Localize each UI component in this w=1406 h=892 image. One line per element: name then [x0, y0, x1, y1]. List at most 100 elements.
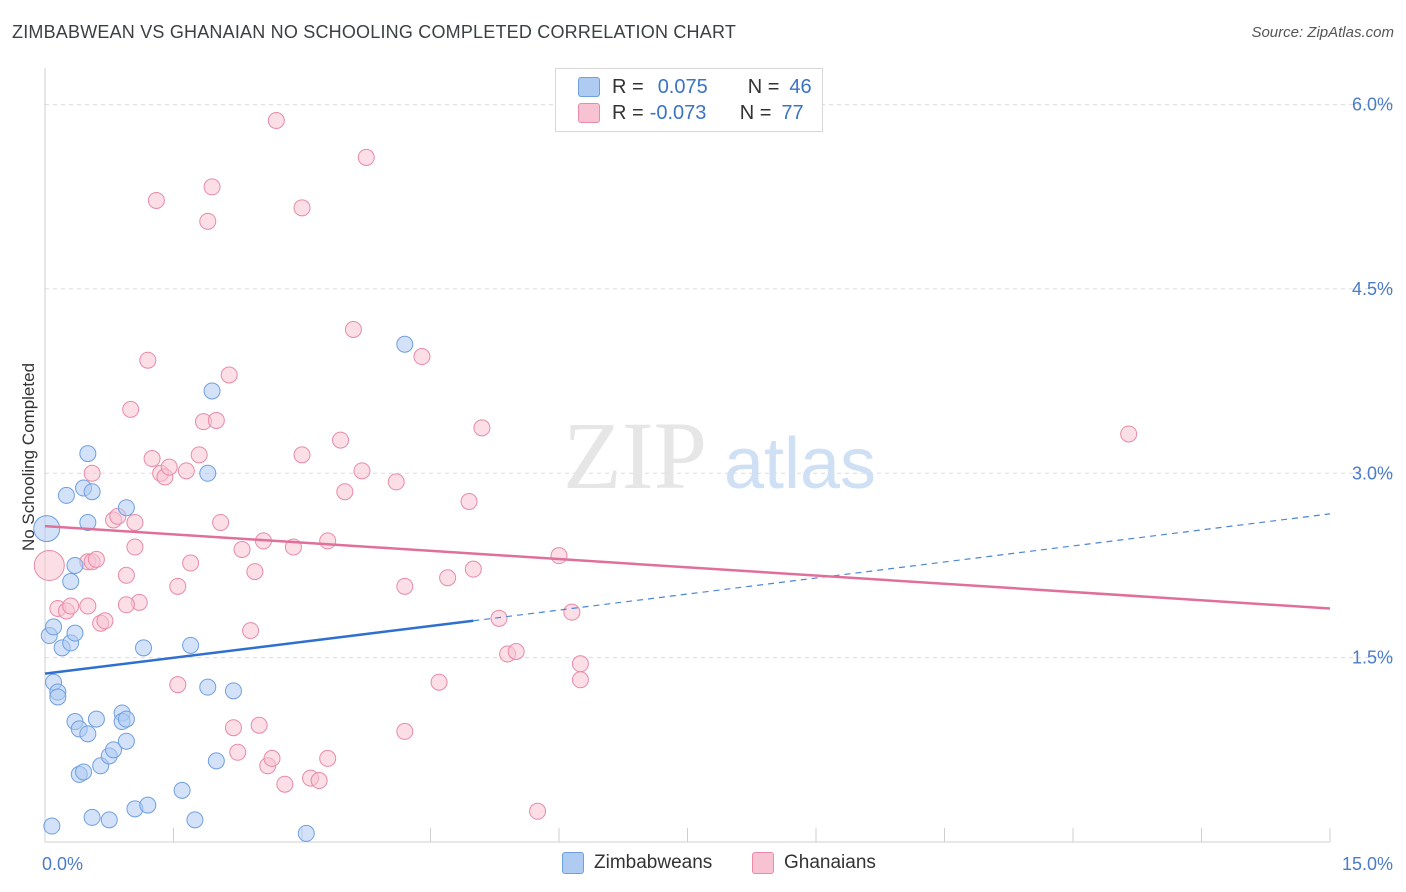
zimbabwean-point — [135, 639, 153, 657]
ghanaian-point — [319, 532, 337, 550]
ghanaian-point — [332, 431, 350, 449]
legend-r-label: R = — [612, 101, 644, 124]
legend-row-zimbabweans: R = 0.075 N = 46 — [578, 75, 812, 99]
zimbabwean-point — [66, 556, 84, 574]
zimbabwean-point — [75, 763, 93, 781]
series-swatch-pink — [752, 852, 774, 874]
zimbabwean-point — [203, 382, 221, 400]
zimbabwean-trend-extension — [473, 513, 1331, 622]
y-axis-label: No Schooling Completed — [19, 363, 38, 551]
zimbabwean-point — [100, 811, 118, 829]
ghanaian-point — [169, 676, 187, 694]
ghanaian-point — [563, 603, 581, 621]
ghanaian-point — [293, 446, 311, 464]
ghanaian-point — [182, 554, 200, 572]
data-points — [33, 112, 1138, 842]
zimbabwean-point — [43, 817, 61, 835]
source-label: Source: ZipAtlas.com — [1251, 24, 1394, 41]
ghanaian-point — [33, 549, 65, 581]
ghanaian-point — [169, 577, 187, 595]
ghanaian-trend-line — [44, 524, 1331, 610]
ghanaian-point — [310, 772, 328, 790]
ghanaian-point — [507, 643, 525, 660]
zimbabwean-point — [66, 624, 84, 642]
zimbabwean-point — [79, 445, 97, 463]
series-legend-zimbabweans: Zimbabweans — [562, 852, 712, 874]
zimbabwean-point — [173, 781, 191, 799]
zimbabwean-point — [207, 752, 225, 770]
chart-title: ZIMBABWEAN VS GHANAIAN NO SCHOOLING COMP… — [12, 22, 737, 42]
legend-n-label: N = — [747, 75, 780, 98]
series-legend: Zimbabweans Ghanaians — [0, 852, 1406, 878]
ghanaian-point — [139, 351, 157, 369]
zimbabwean-point — [139, 796, 157, 814]
zimbabwean-point — [396, 335, 414, 353]
ghanaian-point — [357, 148, 375, 166]
legend-row-ghanaians: R = -0.073 N = 77 — [578, 101, 804, 125]
legend-n-label: N = — [739, 101, 772, 124]
zimbabwean-point — [83, 483, 101, 501]
ghanaian-point — [387, 473, 405, 491]
ghanaian-point — [229, 743, 247, 761]
trend-lines — [44, 513, 1331, 675]
ghanaian-point — [117, 596, 135, 614]
ghanaian-point — [122, 400, 140, 418]
ghanaian-point — [529, 802, 547, 820]
ghanaian-point — [246, 563, 264, 581]
ghanaian-point — [344, 320, 362, 338]
ghanaian-point — [233, 540, 251, 558]
series-legend-ghanaians: Ghanaians — [752, 852, 876, 874]
ghanaian-point — [160, 458, 178, 476]
ghanaian-point — [490, 609, 508, 627]
ghanaian-point — [62, 597, 80, 615]
ghanaian-point — [87, 550, 105, 568]
ghanaian-point — [190, 446, 208, 464]
ghanaian-point — [263, 749, 281, 767]
x-tick-label: 0.0% — [42, 854, 83, 874]
axes — [44, 68, 1331, 843]
zimbabwean-point — [186, 811, 204, 829]
zimbabwean-point — [117, 732, 135, 750]
zimbabwean-point — [87, 710, 105, 728]
ghanaian-point — [571, 655, 589, 673]
zimbabwean-point — [45, 618, 63, 636]
series-swatch-blue — [562, 852, 584, 874]
series-legend-label: Ghanaians — [784, 852, 876, 873]
ghanaian-point — [220, 366, 238, 384]
ghanaian-point — [79, 597, 97, 615]
ghanaian-point — [250, 716, 268, 734]
zimbabwean-trend-line — [44, 619, 474, 675]
zimbabwean-point — [33, 515, 61, 543]
zimbabwean-point — [199, 464, 217, 482]
y-tick-label: 1.5% — [1352, 648, 1393, 668]
legend-swatch-pink — [578, 103, 600, 123]
ghanaian-point — [336, 483, 354, 501]
ghanaian-point — [147, 191, 165, 209]
zimbabwean-point — [105, 741, 123, 759]
correlation-legend: R = 0.075 N = 46 R = -0.073 N = 77 — [555, 68, 823, 132]
ghanaian-point — [177, 462, 195, 480]
ghanaian-point — [319, 749, 337, 767]
ghanaian-point — [464, 560, 482, 578]
y-tick-label: 3.0% — [1352, 463, 1393, 483]
zimbabwean-point — [117, 710, 135, 728]
ghanaian-point — [242, 622, 260, 640]
ghanaian-point — [550, 547, 568, 565]
ghanaian-point — [203, 178, 221, 196]
zimbabwean-point — [224, 682, 242, 700]
x-tick-label: 15.0% — [1342, 854, 1393, 874]
watermark-zip: ZIP — [563, 402, 707, 509]
ghanaian-point — [460, 493, 478, 511]
legend-swatch-blue — [578, 77, 600, 97]
ghanaian-point — [199, 212, 217, 230]
legend-n-value: 46 — [789, 75, 812, 98]
y-tick-label: 6.0% — [1352, 95, 1393, 115]
ghanaian-point — [413, 348, 431, 366]
zimbabwean-point — [297, 824, 315, 842]
ghanaian-point — [353, 462, 371, 480]
ghanaian-point — [293, 199, 311, 217]
zimbabwean-point — [57, 486, 75, 504]
zimbabwean-point — [117, 499, 135, 517]
legend-r-label: R = — [612, 75, 644, 98]
